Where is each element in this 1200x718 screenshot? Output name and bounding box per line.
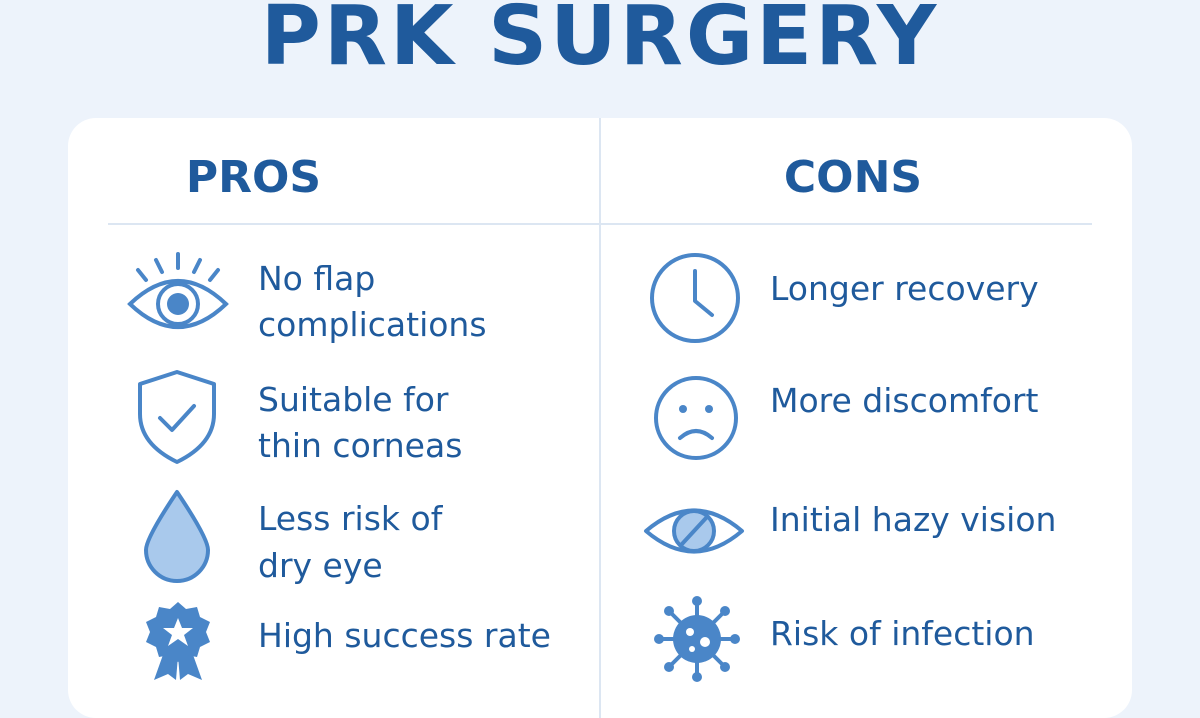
cons-item-2-label: More discomfort xyxy=(770,381,1039,420)
pros-item-3-line1: Less risk of xyxy=(258,499,443,538)
page-title: PRK SURGERY xyxy=(260,0,940,84)
shield-check-icon xyxy=(138,370,216,464)
germ-icon xyxy=(654,596,740,682)
cons-heading: CONS xyxy=(783,152,923,203)
eye-icon xyxy=(127,252,229,329)
hazy-eye-icon xyxy=(644,508,744,554)
pros-item-1-line2: complications xyxy=(258,305,487,344)
pros-heading: PROS xyxy=(185,152,322,203)
pros-item-2-line2: thin corneas xyxy=(258,426,463,465)
pros-item-4-line1: High success rate xyxy=(258,616,551,655)
clock-icon xyxy=(650,253,740,343)
sad-face-icon xyxy=(654,376,738,460)
cons-item-3-label: Initial hazy vision xyxy=(770,500,1057,539)
cons-item-4-label: Risk of infection xyxy=(770,614,1035,653)
header-divider xyxy=(108,223,1092,225)
column-divider xyxy=(599,118,601,718)
award-badge-icon xyxy=(146,602,210,680)
droplet-icon xyxy=(144,490,210,583)
pros-item-3-line2: dry eye xyxy=(258,546,383,585)
pros-item-1-line1: No flap xyxy=(258,259,376,298)
cons-item-1-label: Longer recovery xyxy=(770,269,1039,308)
pros-item-2-line1: Suitable for xyxy=(258,380,449,419)
pros-cons-card: PROS CONS No flap complications Suitable… xyxy=(68,118,1132,718)
